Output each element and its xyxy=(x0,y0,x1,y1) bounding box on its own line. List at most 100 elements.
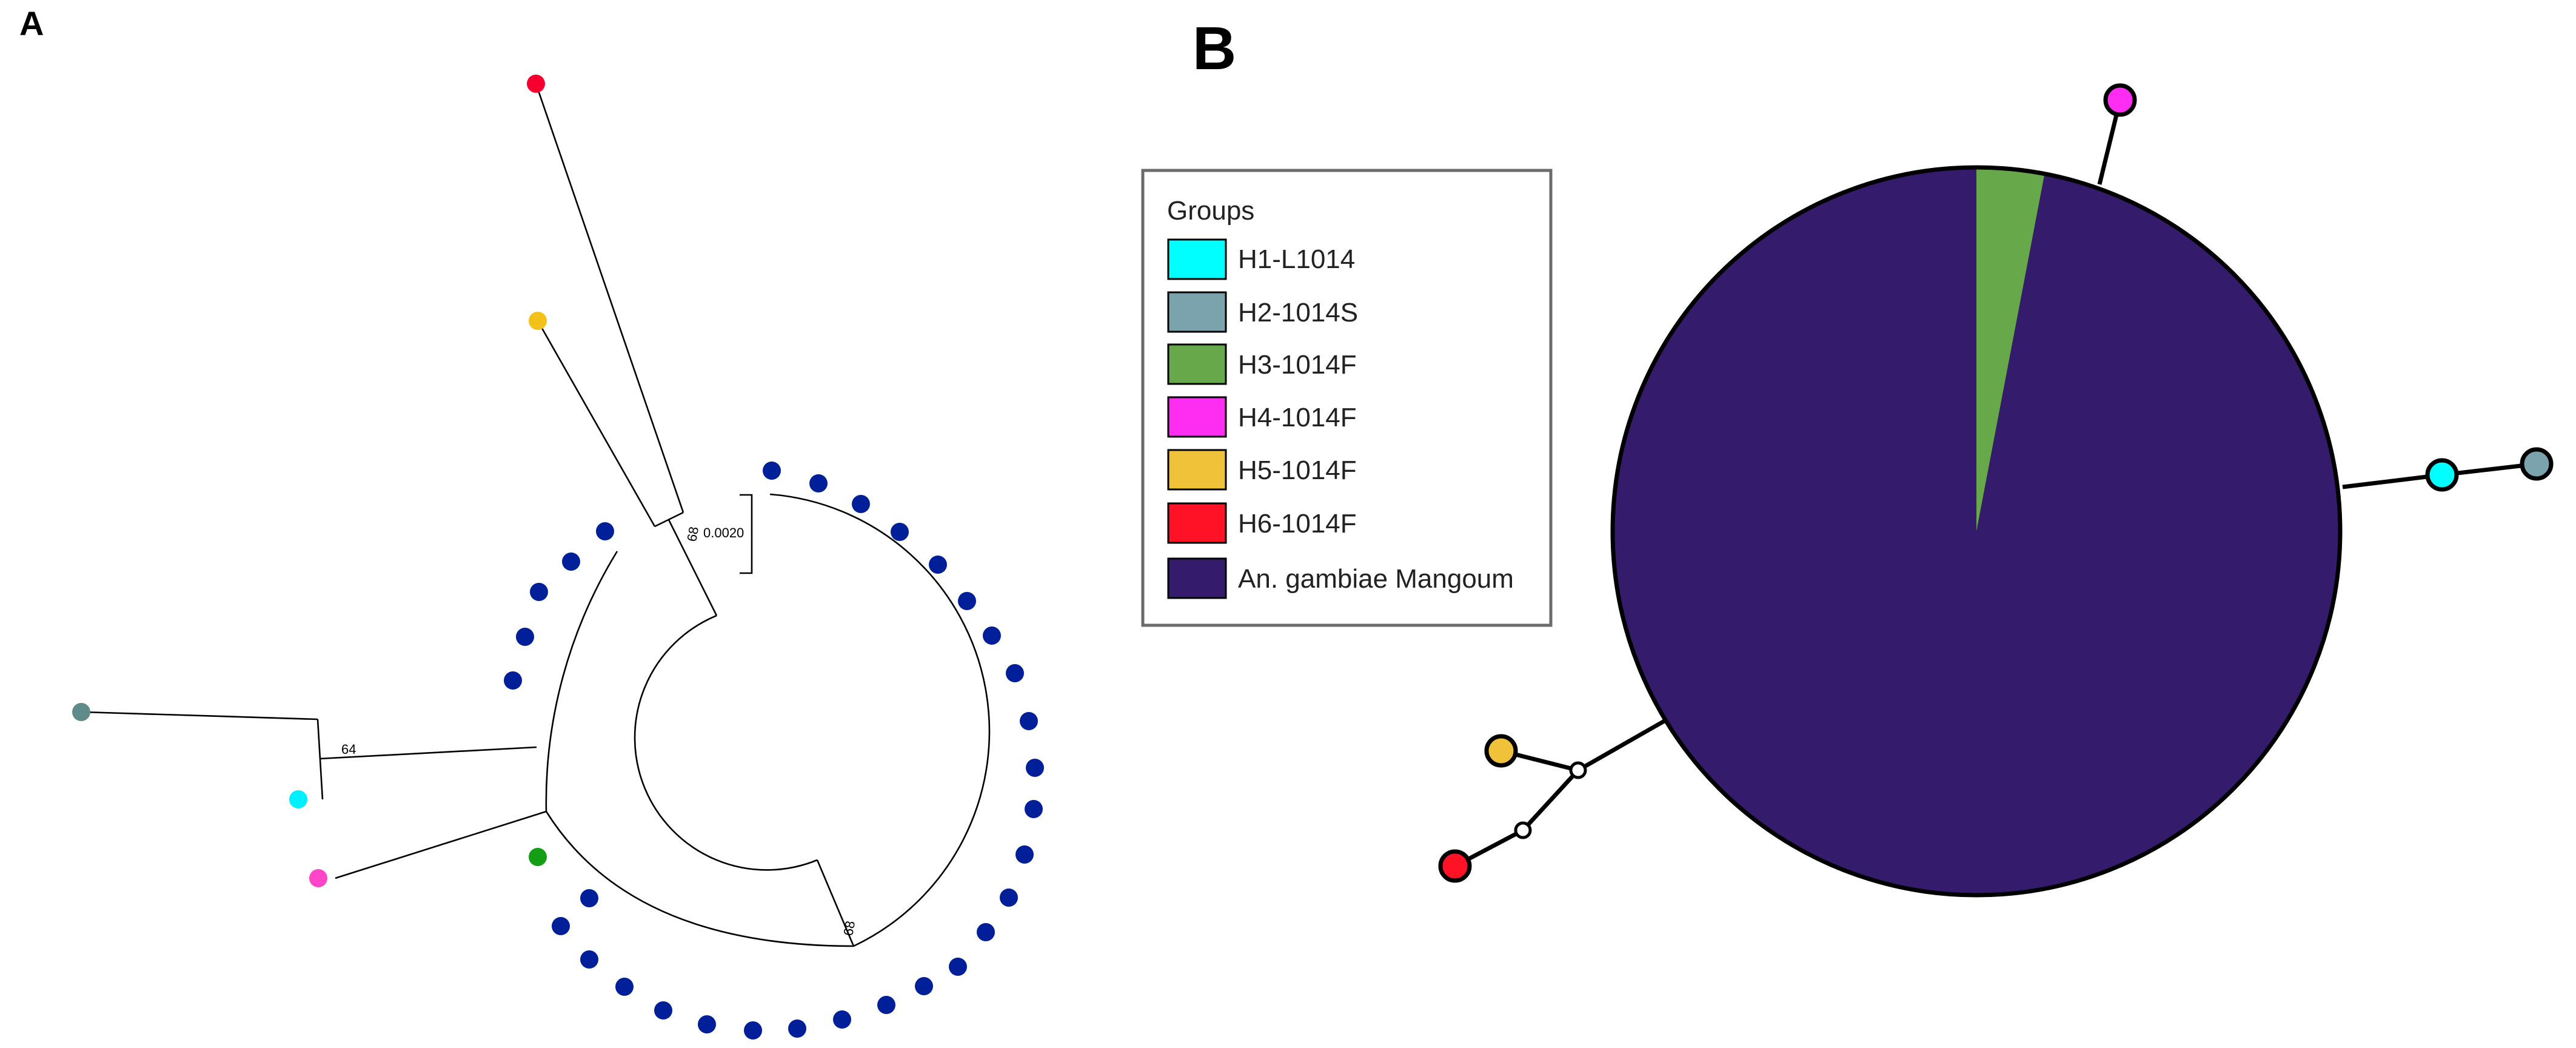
tip-h6-red xyxy=(527,75,545,93)
pie-slice-h3 xyxy=(1976,167,2045,531)
tip-mangoum xyxy=(852,495,870,513)
branch-left-clade-vertical xyxy=(316,719,324,800)
tip-mangoum xyxy=(596,522,614,540)
legend-swatch-h3 xyxy=(1167,343,1227,385)
branch-yellow-tip xyxy=(537,320,656,527)
branch-outer-arc-bottom xyxy=(545,811,854,947)
median-vector-1 xyxy=(1569,761,1587,779)
branch-gray-tip xyxy=(82,711,318,720)
branch-left-clade xyxy=(319,746,537,760)
legend-item-mangoum: An. gambiae Mangoum xyxy=(1167,557,1514,599)
legend-swatch-h4 xyxy=(1167,396,1227,438)
edge-to-median-1 xyxy=(1577,716,1670,773)
tip-mangoum xyxy=(1006,664,1024,682)
legend-label-h6: H6-1014F xyxy=(1238,509,1357,539)
legend-item-h1: H1-L1014 xyxy=(1167,238,1355,280)
bootstrap-label-lower: 68 xyxy=(840,919,858,936)
bootstrap-label-left: 64 xyxy=(341,742,356,757)
tip-mangoum xyxy=(580,889,598,907)
tip-mangoum xyxy=(915,977,933,995)
network-nodes xyxy=(1438,83,2554,883)
tip-mangoum xyxy=(1025,800,1043,818)
tip-mangoum xyxy=(833,1010,851,1029)
edge-median1-median2 xyxy=(1521,768,1580,832)
tip-h3-green xyxy=(529,848,547,866)
tip-mangoum xyxy=(1015,845,1034,864)
tips-mangoum-group xyxy=(504,462,1044,1040)
node-h4 xyxy=(2103,83,2137,117)
legend-label-h4: H4-1014F xyxy=(1238,403,1357,432)
branch-magenta-tip xyxy=(335,810,547,879)
tip-mangoum xyxy=(698,1015,716,1033)
pie-outline xyxy=(1610,165,2343,898)
branch-upper-clade-join xyxy=(654,511,684,528)
scale-bar-label: 0.0020 xyxy=(703,525,744,540)
tip-mangoum xyxy=(977,923,995,941)
node-h2 xyxy=(2520,447,2554,481)
tip-mangoum xyxy=(615,978,634,996)
tip-h1-cyan xyxy=(289,790,307,808)
legend-label-h5: H5-1014F xyxy=(1238,455,1357,485)
tip-mangoum xyxy=(1026,759,1044,777)
branch-outer-arc-right xyxy=(769,493,991,947)
node-h6 xyxy=(1438,849,1472,883)
legend: Groups H1-L1014 H2-1014S H3-1014F H4-101… xyxy=(1141,169,1553,627)
branch-upper-clade-stem xyxy=(667,519,718,616)
tip-mangoum xyxy=(654,1001,672,1019)
panel-a: A 0.0020 68 64 68 xyxy=(19,4,1044,1040)
legend-item-h5: H5-1014F xyxy=(1167,449,1357,491)
tip-mangoum xyxy=(530,583,548,601)
legend-label-h1: H1-L1014 xyxy=(1238,244,1355,274)
panel-b-label: B xyxy=(1193,15,1236,82)
tip-h4-magenta xyxy=(309,869,327,887)
tip-h2-gray xyxy=(72,703,90,721)
legend-label-h2: H2-1014S xyxy=(1238,298,1358,328)
legend-item-h6: H6-1014F xyxy=(1167,502,1357,544)
tip-mangoum xyxy=(580,950,598,969)
tip-mangoum xyxy=(1000,888,1018,907)
legend-item-h4: H4-1014F xyxy=(1167,396,1357,438)
legend-swatch-mangoum xyxy=(1167,557,1227,599)
legend-swatch-h1 xyxy=(1167,238,1227,280)
tip-mangoum xyxy=(809,474,828,492)
tip-mangoum xyxy=(504,671,522,690)
panel-b: B Groups H1-L1014 H2-1014S H3-1014F H4-1… xyxy=(1141,15,2554,898)
tip-mangoum xyxy=(877,996,895,1014)
tip-h5-yellow xyxy=(529,312,547,330)
median-vector-2 xyxy=(1514,821,1532,839)
node-h1 xyxy=(2425,458,2459,492)
tip-mangoum xyxy=(983,626,1001,645)
branch-lower-stem xyxy=(816,859,855,947)
legend-label-mangoum: An. gambiae Mangoum xyxy=(1238,564,1514,594)
edge-to-h1 xyxy=(2342,472,2443,489)
bootstrap-label-upper: 68 xyxy=(684,525,701,542)
tree-branches xyxy=(82,83,991,947)
legend-title: Groups xyxy=(1167,196,1254,226)
legend-swatch-h2 xyxy=(1167,291,1227,333)
branch-inner-arc xyxy=(634,614,818,871)
tip-mangoum xyxy=(929,556,947,574)
tip-mangoum xyxy=(788,1019,806,1038)
tip-mangoum xyxy=(763,462,781,480)
tip-mangoum xyxy=(562,553,580,571)
tip-mangoum xyxy=(891,523,909,541)
scale-bar xyxy=(740,494,753,574)
legend-swatch-h5 xyxy=(1167,449,1227,491)
tip-mangoum xyxy=(949,958,967,976)
legend-swatch-h6 xyxy=(1167,502,1227,544)
tip-mangoum xyxy=(1020,712,1038,730)
tree-tips xyxy=(72,75,547,887)
tip-mangoum xyxy=(744,1021,762,1040)
legend-label-h3: H3-1014F xyxy=(1238,350,1357,380)
tip-mangoum xyxy=(958,592,976,610)
panel-a-label: A xyxy=(19,4,44,42)
branch-red-tip xyxy=(535,83,684,513)
tip-mangoum xyxy=(516,628,534,646)
branch-outer-arc-left xyxy=(545,551,618,812)
legend-item-h3: H3-1014F xyxy=(1167,343,1357,385)
node-h5 xyxy=(1484,734,1518,768)
main-haplotype-pie xyxy=(1610,165,2343,898)
tip-mangoum xyxy=(552,917,570,935)
legend-item-h2: H2-1014S xyxy=(1167,291,1358,333)
